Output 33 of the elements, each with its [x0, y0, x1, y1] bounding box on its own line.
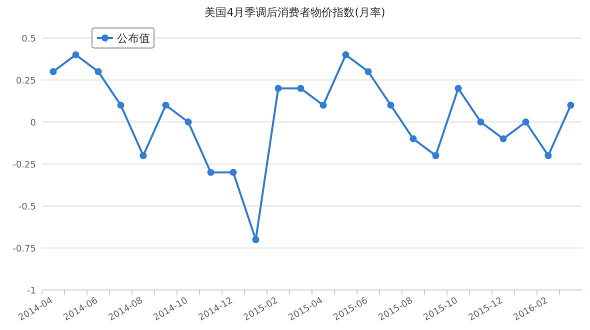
point — [522, 118, 530, 126]
point — [50, 68, 57, 76]
point — [94, 68, 102, 76]
point — [500, 135, 507, 142]
point — [117, 102, 124, 109]
point — [207, 168, 214, 176]
point — [297, 84, 304, 92]
point — [432, 152, 440, 160]
point — [454, 84, 462, 92]
y-tick-label: -0.5 — [18, 202, 36, 212]
y-tick-label: -0.75 — [12, 244, 36, 254]
point — [477, 118, 484, 126]
point — [544, 152, 552, 160]
point — [184, 118, 192, 126]
y-tick-label: 0.25 — [16, 76, 36, 86]
point — [387, 102, 394, 109]
y-tick-label: -1 — [27, 286, 36, 296]
legend-label: 公布值 — [117, 32, 150, 45]
point — [230, 168, 237, 176]
y-tick-label: 0 — [30, 118, 36, 128]
y-tick-label: -0.25 — [12, 160, 36, 170]
point — [567, 102, 574, 109]
point — [410, 135, 417, 142]
chart-title: 美国4月季调后消费者物价指数(月率) — [204, 6, 386, 19]
point — [252, 236, 260, 244]
point — [162, 102, 170, 109]
y-tick-label: 0.5 — [22, 34, 36, 44]
point — [140, 152, 147, 160]
point — [274, 84, 282, 92]
point — [320, 102, 327, 109]
point — [342, 51, 350, 58]
point — [364, 68, 372, 76]
point — [72, 51, 80, 58]
